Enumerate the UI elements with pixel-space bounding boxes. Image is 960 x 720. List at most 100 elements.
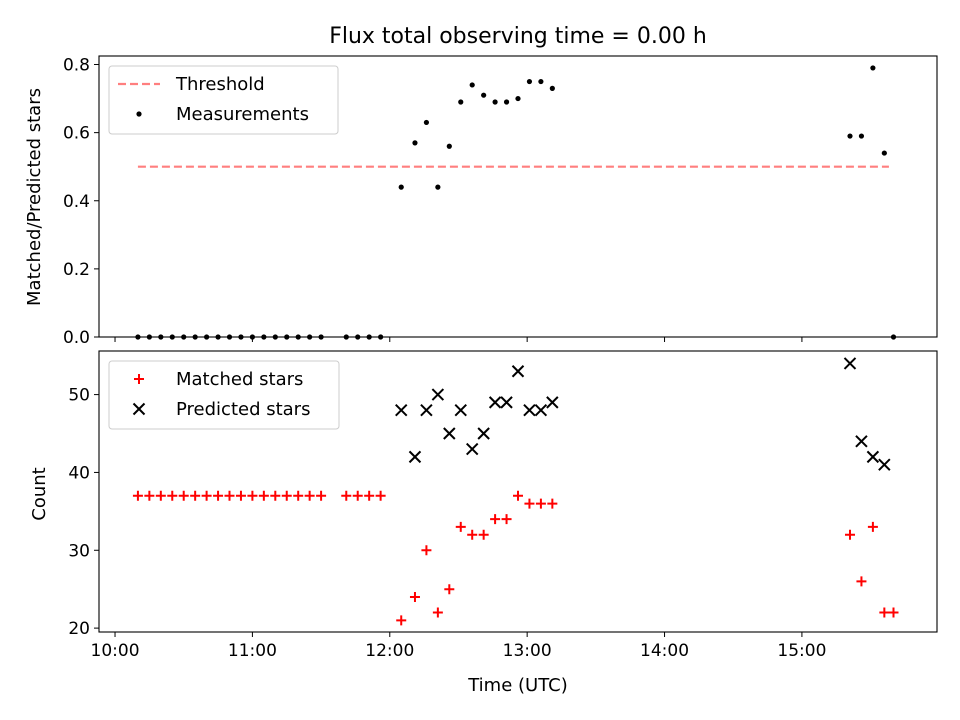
legend-box bbox=[108, 65, 339, 135]
chart-title: Flux total observing time = 0.00 h bbox=[329, 24, 707, 49]
y-tick-label: 50 bbox=[68, 386, 90, 406]
matched-star-point bbox=[213, 490, 224, 501]
predicted-star-point bbox=[431, 388, 445, 401]
predicted-star-point bbox=[477, 427, 490, 440]
measurement-point bbox=[503, 99, 510, 105]
x-tick-label: 12:00 bbox=[365, 641, 414, 661]
measurement-point bbox=[458, 99, 464, 105]
matched-star-point bbox=[247, 490, 258, 501]
measurement-point bbox=[446, 143, 452, 149]
legend-label: Matched stars bbox=[176, 369, 303, 390]
matched-star-point bbox=[547, 498, 558, 509]
matched-star-point bbox=[281, 490, 292, 501]
predicted-star-point bbox=[420, 403, 433, 417]
predicted-star-point bbox=[500, 396, 513, 409]
bottom-plot: 10:00 11:00 12:00 13:00 14:00 15:00 20 30 40 50 Ma… bbox=[68, 350, 938, 661]
predicted-star-point bbox=[408, 450, 422, 464]
matched-star-point bbox=[467, 529, 478, 540]
predicted-star-point bbox=[454, 403, 467, 417]
matched-star-point bbox=[501, 514, 512, 525]
legend-measurement-swatch bbox=[136, 111, 142, 117]
plot-frame bbox=[98, 55, 938, 338]
measurement-point bbox=[515, 95, 521, 102]
matched-star-point bbox=[888, 607, 899, 618]
matched-star-point bbox=[513, 490, 523, 501]
matched-star-point bbox=[144, 490, 155, 501]
legend-label: Threshold bbox=[175, 74, 265, 95]
x-axis-label: Time (UTC) bbox=[467, 675, 568, 696]
matched-star-point bbox=[235, 490, 246, 501]
matched-star-point bbox=[258, 490, 269, 501]
matched-star-point bbox=[341, 490, 352, 501]
matched-star-point bbox=[304, 490, 315, 501]
matched-star-point bbox=[352, 490, 363, 501]
measurement-point bbox=[858, 133, 865, 139]
matched-star-point bbox=[867, 521, 878, 532]
legend-label: Predicted stars bbox=[176, 399, 310, 420]
matched-star-point bbox=[167, 490, 178, 501]
measurement-point bbox=[549, 85, 555, 91]
matched-star-point bbox=[293, 490, 304, 501]
measurement-point bbox=[469, 82, 475, 88]
legend-predicted-swatch bbox=[132, 402, 146, 416]
measurement-point bbox=[881, 150, 887, 156]
matched-star-point bbox=[178, 490, 189, 501]
y-tick-label: 0.8 bbox=[63, 56, 90, 76]
measurement-point bbox=[870, 65, 876, 71]
matched-star-point bbox=[432, 607, 443, 618]
matched-star-point bbox=[478, 529, 489, 540]
bottom-y-axis-label: Count bbox=[29, 467, 50, 520]
measurement-point bbox=[847, 133, 853, 139]
matched-star-point bbox=[375, 490, 386, 501]
y-tick-label: 0.0 bbox=[63, 328, 90, 348]
predicted-star-point bbox=[511, 365, 525, 378]
y-tick-label: 20 bbox=[68, 619, 90, 639]
legend-box bbox=[108, 360, 340, 430]
y-tick-label: 40 bbox=[68, 463, 90, 483]
measurement-point bbox=[412, 140, 418, 146]
matched-star-point bbox=[409, 591, 420, 602]
measurement-point bbox=[435, 184, 441, 190]
matched-star-point bbox=[524, 498, 535, 509]
legend-label: Measurements bbox=[176, 104, 309, 125]
matched-star-point bbox=[270, 490, 281, 501]
predicted-star-point bbox=[878, 458, 891, 471]
x-tick-label: 11:00 bbox=[228, 641, 277, 661]
matched-star-point bbox=[201, 490, 212, 501]
matched-star-point bbox=[132, 490, 143, 501]
matched-star-point bbox=[856, 576, 867, 587]
predicted-star-point bbox=[488, 396, 502, 409]
measurement-point bbox=[423, 119, 430, 126]
x-tick-label: 13:00 bbox=[503, 641, 552, 661]
matched-star-point bbox=[190, 490, 201, 501]
predicted-star-point bbox=[466, 442, 479, 456]
matched-star-point bbox=[444, 584, 455, 595]
matched-star-point bbox=[490, 514, 501, 525]
matched-star-point bbox=[455, 521, 466, 532]
predicted-star-point bbox=[443, 427, 456, 440]
legend-matched-swatch bbox=[134, 374, 144, 384]
matched-star-point bbox=[155, 490, 166, 501]
top-y-axis-label: Matched/Predicted stars bbox=[24, 88, 45, 306]
x-tick-label: 14:00 bbox=[640, 641, 689, 661]
measurement-point bbox=[481, 92, 487, 98]
x-tick-label: 10:00 bbox=[91, 641, 140, 661]
y-tick-label: 0.2 bbox=[63, 260, 90, 280]
matched-star-point bbox=[316, 490, 327, 501]
predicted-star-point bbox=[546, 396, 559, 409]
x-tick-label: 15:00 bbox=[777, 641, 826, 661]
y-tick-label: 0.6 bbox=[63, 124, 90, 144]
top-plot: 0.0 0.2 0.4 0.6 0.8 Threshold Measurements bbox=[63, 55, 938, 348]
plot-frame bbox=[98, 350, 938, 633]
measurement-point bbox=[492, 99, 498, 105]
predicted-star-point bbox=[534, 403, 548, 417]
matched-star-point bbox=[224, 490, 235, 501]
matched-star-point bbox=[396, 615, 407, 626]
matched-star-point bbox=[844, 529, 855, 540]
matched-star-point bbox=[421, 545, 432, 556]
measurement-point bbox=[526, 78, 533, 85]
matched-star-point bbox=[364, 490, 375, 501]
y-tick-label: 30 bbox=[68, 541, 90, 561]
measurement-point bbox=[398, 184, 404, 190]
